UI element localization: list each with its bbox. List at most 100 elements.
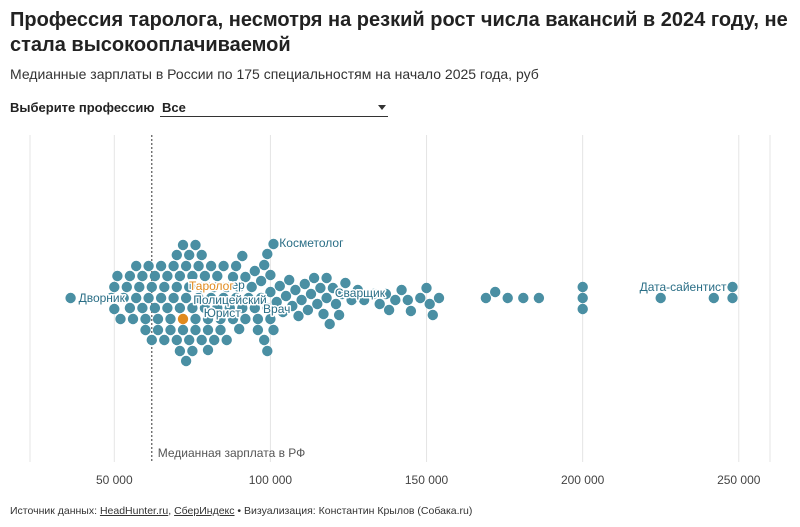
- data-point[interactable]: [415, 292, 426, 304]
- data-point[interactable]: [265, 313, 276, 325]
- data-point[interactable]: [215, 313, 226, 325]
- data-point[interactable]: [149, 270, 161, 282]
- data-point[interactable]: [199, 302, 211, 314]
- data-point[interactable]: [159, 281, 170, 293]
- data-point[interactable]: [234, 281, 245, 293]
- data-point[interactable]: [140, 324, 151, 336]
- data-point[interactable]: [209, 334, 220, 346]
- data-point[interactable]: [284, 274, 295, 286]
- data-point[interactable]: [137, 302, 148, 314]
- data-point[interactable]: [268, 324, 279, 336]
- data-point[interactable]: [330, 298, 342, 310]
- data-point[interactable]: [427, 309, 438, 321]
- data-point[interactable]: [202, 324, 214, 336]
- data-point[interactable]: [137, 270, 148, 282]
- data-point[interactable]: [577, 303, 588, 315]
- data-point[interactable]: [127, 313, 139, 325]
- data-point[interactable]: [333, 309, 345, 321]
- data-point[interactable]: [146, 334, 157, 346]
- data-point[interactable]: [240, 271, 251, 283]
- data-point[interactable]: [271, 296, 282, 308]
- data-point[interactable]: [155, 292, 167, 304]
- data-point[interactable]: [405, 305, 417, 317]
- data-point[interactable]: [227, 313, 239, 325]
- data-point[interactable]: [368, 288, 379, 300]
- data-point[interactable]: [202, 313, 214, 325]
- data-point[interactable]: [265, 269, 276, 281]
- data-point[interactable]: [143, 260, 154, 272]
- data-point[interactable]: [324, 318, 335, 330]
- data-point[interactable]: [358, 294, 370, 306]
- data-point[interactable]: [174, 270, 186, 282]
- data-point[interactable]: [152, 313, 164, 325]
- data-point[interactable]: [171, 249, 182, 261]
- data-point[interactable]: [240, 313, 251, 325]
- data-point[interactable]: [209, 281, 220, 293]
- data-point[interactable]: [227, 271, 239, 283]
- data-point[interactable]: [146, 281, 157, 293]
- data-point[interactable]: [255, 292, 267, 304]
- data-point[interactable]: [180, 260, 192, 272]
- data-point[interactable]: [184, 249, 195, 261]
- data-point[interactable]: [424, 298, 435, 310]
- data-point[interactable]: [727, 281, 738, 293]
- data-point[interactable]: [287, 300, 298, 312]
- data-point[interactable]: [174, 345, 186, 357]
- data-point[interactable]: [346, 294, 357, 306]
- data-point[interactable]: [140, 313, 151, 325]
- highlight-point[interactable]: [177, 313, 189, 325]
- data-point[interactable]: [315, 282, 326, 294]
- data-point[interactable]: [199, 270, 211, 282]
- data-point[interactable]: [193, 260, 204, 272]
- data-point[interactable]: [174, 302, 186, 314]
- data-point[interactable]: [237, 250, 248, 262]
- data-point[interactable]: [321, 272, 332, 284]
- data-point[interactable]: [109, 281, 120, 293]
- data-point[interactable]: [321, 292, 332, 304]
- data-point[interactable]: [380, 288, 392, 300]
- data-point[interactable]: [155, 260, 167, 272]
- data-point[interactable]: [305, 288, 317, 300]
- data-point[interactable]: [106, 292, 117, 304]
- data-point[interactable]: [184, 281, 195, 293]
- data-point[interactable]: [243, 292, 254, 304]
- data-point[interactable]: [205, 292, 217, 304]
- data-point[interactable]: [337, 288, 348, 300]
- data-point[interactable]: [390, 294, 401, 306]
- data-point[interactable]: [215, 324, 226, 336]
- data-point[interactable]: [212, 302, 223, 314]
- data-point[interactable]: [131, 292, 142, 304]
- data-point[interactable]: [190, 313, 201, 325]
- source-link-headhunter[interactable]: HeadHunter.ru: [99, 505, 169, 517]
- data-point[interactable]: [727, 292, 738, 304]
- data-point[interactable]: [124, 270, 136, 282]
- data-point[interactable]: [421, 282, 432, 294]
- data-point[interactable]: [165, 324, 176, 336]
- data-point[interactable]: [327, 282, 339, 294]
- data-point[interactable]: [196, 281, 207, 293]
- data-point[interactable]: [230, 260, 242, 272]
- data-point[interactable]: [221, 334, 232, 346]
- data-point[interactable]: [302, 304, 314, 316]
- data-point[interactable]: [274, 280, 285, 292]
- data-point[interactable]: [187, 270, 198, 282]
- data-point[interactable]: [277, 306, 289, 318]
- data-point[interactable]: [152, 324, 164, 336]
- data-point[interactable]: [252, 313, 264, 325]
- data-point[interactable]: [280, 290, 292, 302]
- data-point[interactable]: [374, 298, 385, 310]
- data-point[interactable]: [259, 334, 270, 346]
- data-point[interactable]: [490, 286, 501, 298]
- data-point[interactable]: [224, 302, 235, 314]
- data-point[interactable]: [131, 260, 142, 272]
- data-point[interactable]: [190, 239, 201, 251]
- data-point[interactable]: [480, 292, 492, 304]
- data-point[interactable]: [502, 292, 513, 304]
- data-point[interactable]: [318, 308, 329, 320]
- data-point[interactable]: [518, 292, 529, 304]
- data-point[interactable]: [159, 334, 170, 346]
- data-point[interactable]: [196, 249, 207, 261]
- data-point[interactable]: [249, 265, 260, 277]
- data-point[interactable]: [577, 281, 588, 293]
- data-point[interactable]: [177, 324, 189, 336]
